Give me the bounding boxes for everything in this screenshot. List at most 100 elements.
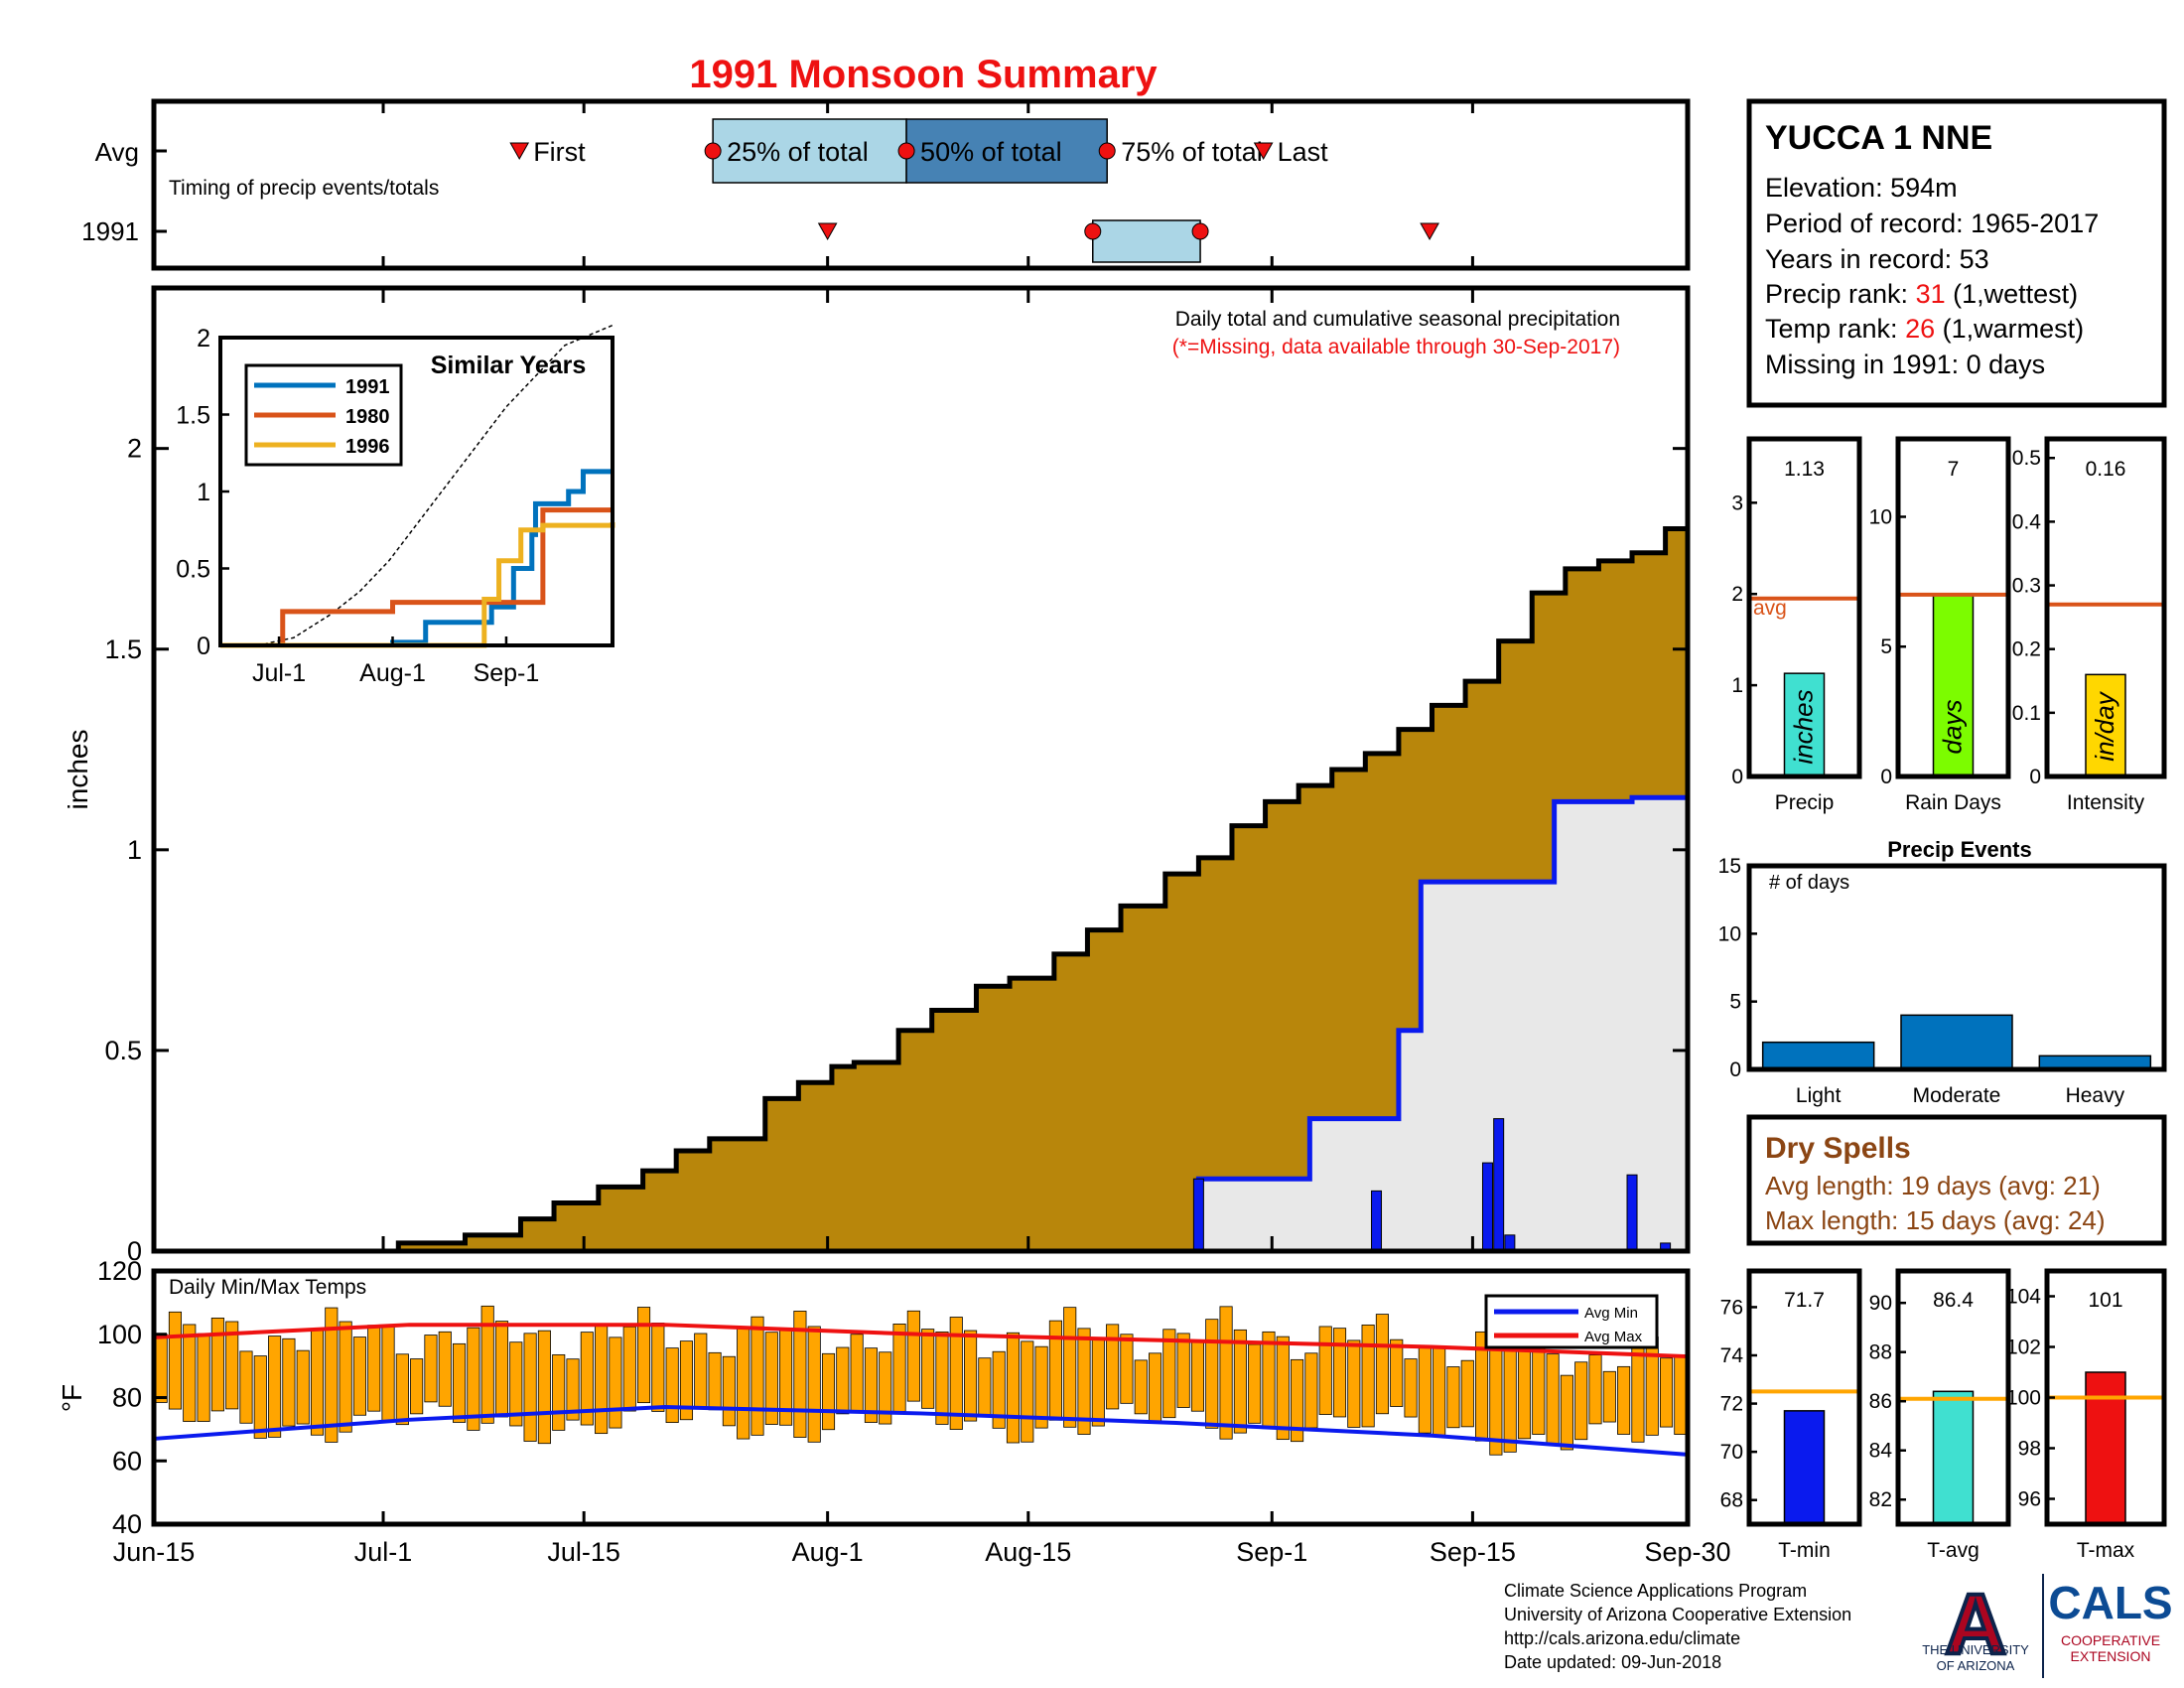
temp-ytick-label: 40	[112, 1509, 142, 1539]
summary-xlabel-2: Intensity	[2067, 791, 2145, 814]
temp-summary-ytick-label: 70	[1720, 1441, 1743, 1464]
summary-ytick-label: 1	[1731, 674, 1743, 697]
daily-temp-bar	[1162, 1329, 1176, 1419]
figure-title: 1991 Monsoon Summary	[689, 53, 1158, 96]
main-y-ticks: 0 0.5 1 1.5 2	[104, 288, 1690, 1266]
daily-temp-bar	[566, 1358, 580, 1421]
precip-events-panel: Precip Events Light Moderate Heavy 0 5 10 15 #…	[1718, 837, 2167, 1107]
avg-last-label: Last	[1278, 137, 1329, 167]
daily-temp-bar	[836, 1346, 850, 1415]
summary-bar-1	[1932, 594, 1975, 777]
inset-avg-dashed-line	[256, 324, 614, 646]
daily-temp-bar	[694, 1333, 708, 1410]
events-ylabel: # of days	[1769, 872, 1849, 894]
dry-spells-box: Dry Spells Avg length: 19 days (avg: 21)…	[1746, 1114, 2167, 1246]
daily-temp-bar	[325, 1307, 339, 1443]
daily-temp-bar	[1418, 1346, 1432, 1434]
event-xlabel: Light	[1796, 1084, 1842, 1107]
daily-temp-bar	[296, 1349, 310, 1425]
event-bar-light	[1761, 1041, 1875, 1070]
summary-value-2: 0.16	[2086, 458, 2126, 481]
year-last-marker	[1420, 222, 1439, 241]
timing-panel: Avg 1991 Timing of precip events/totals …	[81, 98, 1691, 271]
station-precip-rank: Precip rank: 31 (1,wettest)	[1765, 279, 2078, 309]
daily-temp-bar	[210, 1318, 224, 1412]
summary-ytick-label: 0.2	[2012, 638, 2041, 661]
event-xlabel: Moderate	[1913, 1084, 2001, 1107]
temp-summary-bar-1	[1932, 1390, 1975, 1525]
timing-frame	[151, 98, 1691, 271]
events-ytick-label: 0	[1729, 1058, 1741, 1081]
daily-temp-bar	[1248, 1343, 1262, 1424]
daily-temp-bar	[1546, 1353, 1560, 1445]
daily-temp-bar	[850, 1334, 864, 1414]
temp-ytick-label: 100	[97, 1320, 142, 1349]
main-precip-panel: Daily total and cumulative seasonal prec…	[63, 285, 1691, 1266]
daily-temp-bar	[751, 1316, 764, 1436]
timing-subtitle: Timing of precip events/totals	[169, 177, 439, 200]
avg-first-label: First	[533, 137, 586, 167]
inset-ytick-label: 1.5	[176, 402, 210, 430]
university-of-arizona-logo: A THE UNIVERSITY OF ARIZONA	[1922, 1574, 2044, 1678]
temp-ylabel: °F	[57, 1384, 87, 1412]
summary-ytick-label: 0.5	[2012, 447, 2041, 470]
daily-temp-bar	[282, 1337, 296, 1427]
temp-summary-ytick-label: 68	[1720, 1489, 1743, 1512]
main-frame	[151, 285, 1691, 1254]
daily-temp-bar	[1021, 1340, 1034, 1443]
daily-temp-bar	[1205, 1319, 1219, 1429]
daily-temp-bar	[1361, 1324, 1375, 1428]
legend-avg-min: Avg Min	[1584, 1305, 1638, 1322]
timing-marks: First 25% of total 50% of total 75% of tota…	[152, 101, 1690, 268]
temp-rank-label: Temp rank:	[1765, 314, 1905, 344]
daily-temp-bar	[1034, 1345, 1048, 1429]
daily-temp-bar	[537, 1330, 551, 1445]
event-xlabel: Heavy	[2066, 1084, 2125, 1107]
summary-bar-panels: 1.13 inches Precip 0 1 2 3 avg 7 days Rain Days 0 5 1…	[1731, 436, 2167, 814]
temp-ytick-label: 60	[112, 1446, 142, 1476]
temp-rank-value: 26	[1905, 314, 1935, 344]
date-tick-label: Jul-1	[354, 1537, 413, 1567]
daily-temp-bar	[580, 1332, 594, 1426]
daily-temp-bar	[1291, 1358, 1304, 1443]
summary-value-1: 7	[1948, 458, 1960, 481]
daily-temp-bar	[197, 1333, 210, 1422]
main-ytick-label: 0	[127, 1236, 142, 1266]
daily-temp-bar	[595, 1324, 609, 1435]
avg-50-75-box	[905, 118, 1108, 184]
station-missing: Missing in 1991: 0 days	[1765, 350, 2045, 379]
daily-temp-bar	[1602, 1370, 1616, 1423]
daily-temp-bar	[509, 1341, 523, 1427]
avg-min-line	[153, 1405, 1689, 1457]
daily-temp-bar	[424, 1335, 438, 1403]
inset-legend: 1991 1980 1996	[244, 363, 403, 467]
inset-ytick-label: 0	[197, 633, 210, 660]
avg-cumulative-line	[1195, 794, 1688, 1251]
daily-precip-bar	[1493, 1118, 1505, 1252]
daily-temp-bar	[339, 1321, 352, 1433]
temp-summary-ytick-label: 72	[1720, 1393, 1743, 1416]
date-tick-label: Jun-15	[113, 1537, 196, 1567]
daily-temp-bar	[453, 1342, 467, 1423]
temp-summary-value-2: 101	[2088, 1289, 2122, 1312]
station-name: YUCCA 1 NNE	[1765, 119, 1992, 157]
temp-summary-ytick-label: 82	[1869, 1488, 1892, 1511]
daily-temp-bar	[1375, 1314, 1389, 1415]
cumulative-precip-line	[154, 472, 1691, 1254]
events-ytick-label: 15	[1718, 855, 1741, 878]
temp-rank-note: (1,warmest)	[1935, 314, 2084, 344]
temp-summary-frame-0	[1746, 1268, 1862, 1527]
daily-temp-bar	[1063, 1307, 1077, 1428]
events-ytick-label: 10	[1718, 922, 1741, 945]
inset-line-1996	[220, 522, 615, 648]
daily-temp-bar	[1176, 1333, 1190, 1408]
summary-xlabel-0: Precip	[1775, 791, 1835, 814]
summary-ytick-label: 0	[1731, 766, 1743, 788]
date-tick-label: Aug-1	[792, 1537, 864, 1567]
timing-row-year: 1991	[81, 216, 139, 246]
legend-avg-max: Avg Max	[1584, 1329, 1643, 1345]
avg-25-50-box	[712, 118, 907, 184]
dry-spells-title: Dry Spells	[1765, 1132, 1911, 1165]
daily-temp-bar	[764, 1332, 778, 1425]
